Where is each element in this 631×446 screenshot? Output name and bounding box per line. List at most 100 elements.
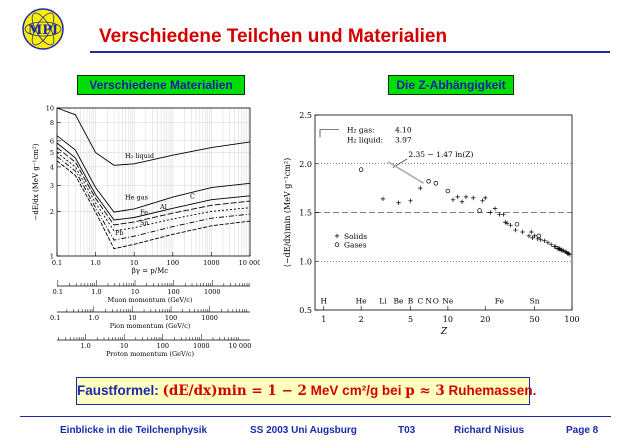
curve-hliquid — [56, 107, 251, 166]
curve-label: C — [190, 192, 195, 200]
solid-point — [450, 197, 456, 203]
solid-point — [497, 212, 502, 217]
solid-point — [559, 247, 564, 252]
momentum-tick-label: 100 — [157, 342, 169, 350]
element-label: H — [320, 296, 327, 305]
curve-label: Al — [159, 203, 167, 211]
fit-label: 2.35 − 1.47 ln(Z) — [408, 150, 473, 159]
solid-point — [549, 242, 554, 247]
footer-divider — [20, 416, 611, 417]
curve-pb — [56, 160, 251, 250]
x-tick-label: 0.1 — [52, 259, 62, 267]
momentum-tick-label: 1000 — [204, 288, 221, 296]
x-axis-label: Z — [440, 327, 448, 337]
x-tick-label: 50 — [530, 315, 540, 324]
solid-point — [561, 248, 566, 253]
curve-c — [56, 142, 251, 221]
momentum-axis-label: Pion momentum (GeV/c) — [110, 322, 191, 330]
x-tick-label: 10 000 — [239, 259, 260, 267]
solid-point — [380, 196, 386, 202]
solid-point — [418, 185, 423, 191]
solid-point — [483, 195, 488, 201]
x-tick-label: 1 — [321, 315, 326, 324]
element-label: Ne — [442, 296, 454, 305]
gas-point — [514, 221, 520, 227]
y-tick-label: 1.0 — [299, 257, 312, 266]
y-tick-label: 4 — [50, 163, 54, 171]
solid-point — [513, 227, 518, 233]
formula-prefix: Faustformel: — [77, 383, 159, 398]
momentum-tick-label: 1.0 — [91, 288, 101, 296]
momentum-tick-label: 10 000 — [229, 342, 252, 350]
momentum-tick-label: 10 — [131, 288, 139, 296]
formula-unit: MeV cm²/g bei — [310, 383, 402, 398]
curve-hegas — [56, 135, 251, 213]
solid-point — [463, 194, 469, 200]
momentum-tick-label: 1000 — [193, 342, 210, 350]
element-label: C — [417, 296, 423, 305]
y-tick-label: 2.5 — [299, 111, 312, 120]
footer-code: T03 — [398, 425, 416, 436]
footer-author: Richard Nisius — [454, 425, 525, 436]
curve-label: Fe — [140, 209, 148, 217]
page-title: Verschiedene Teilchen und Materialien — [99, 26, 448, 47]
solid-point — [530, 235, 535, 241]
rule-of-thumb-box: Faustformel: (dE/dx)min = 1 − 2 MeV cm²/… — [76, 377, 536, 405]
right-chart: 1 2 5 10 20 50 100 0.5 1.0 1.5 2.0 2.5 Z ⟨−dE/dx⟩min … — [283, 111, 580, 337]
y-tick-label: 1 — [50, 253, 54, 261]
left-panel-label: Verschiedene Materialien — [77, 75, 245, 95]
curve-label: Pb — [115, 229, 124, 237]
solid-point — [503, 220, 508, 225]
gas-point — [536, 233, 542, 239]
solid-point — [455, 194, 460, 200]
curve-fe — [56, 152, 251, 232]
logo-text: MPI — [28, 23, 58, 38]
y-tick-label: 0.5 — [299, 306, 312, 315]
curve-sn — [56, 156, 251, 241]
y-tick-label: 8 — [50, 119, 54, 127]
solid-point — [488, 210, 493, 215]
solid-point — [396, 200, 401, 205]
element-label: He — [356, 296, 368, 305]
momentum-tick-label: 0.1 — [50, 314, 60, 322]
element-label: Sn — [530, 296, 540, 305]
solid-point — [538, 237, 543, 242]
mpi-logo: MPI — [22, 8, 64, 50]
fit-line — [387, 161, 425, 184]
solid-point — [508, 222, 513, 228]
right-panel-label: Die Z-Abhängigkeit — [388, 75, 514, 95]
gas-point — [433, 180, 439, 186]
solid-point — [526, 233, 532, 239]
y-axis-label: −dE/dx (MeV g⁻¹cm²) — [32, 143, 40, 220]
x-tick-label: 20 — [480, 315, 490, 324]
gas-point — [445, 188, 451, 194]
x-tick-label: 5 — [408, 315, 413, 324]
curve-label: H₂ liquid — [125, 152, 154, 160]
element-label: O — [433, 296, 439, 305]
h2-bracket — [319, 129, 339, 138]
element-label: Be — [394, 296, 405, 305]
element-label: Fe — [495, 296, 505, 305]
gas-point — [358, 167, 364, 172]
solid-point — [471, 195, 476, 201]
x-tick-label: 1.0 — [90, 259, 100, 267]
momentum-tick-label: 10 — [128, 314, 136, 322]
h2-gas-value: 4.10 — [395, 126, 412, 135]
solid-point — [492, 206, 498, 211]
momentum-tick-label: 100 — [165, 314, 177, 322]
y-tick-label: 2.0 — [299, 160, 312, 169]
solid-point — [567, 252, 572, 257]
x-tick-label: 10 — [130, 259, 138, 267]
solid-point — [529, 229, 534, 235]
y-tick-label: 6 — [50, 137, 54, 145]
momentum-axis-label: Proton momentum (GeV/c) — [106, 350, 195, 358]
y-tick-label: 2 — [50, 208, 54, 216]
x-tick-label: 2 — [359, 315, 364, 324]
momentum-tick-label: 100 — [167, 288, 179, 296]
y-tick-label: 1.5 — [299, 209, 312, 218]
element-label: N — [425, 296, 432, 305]
footer-term: SS 2003 Uni Augsburg — [250, 425, 357, 436]
y-tick-label: 5 — [50, 149, 54, 157]
element-label: Li — [379, 296, 387, 305]
gas-point — [477, 208, 482, 213]
